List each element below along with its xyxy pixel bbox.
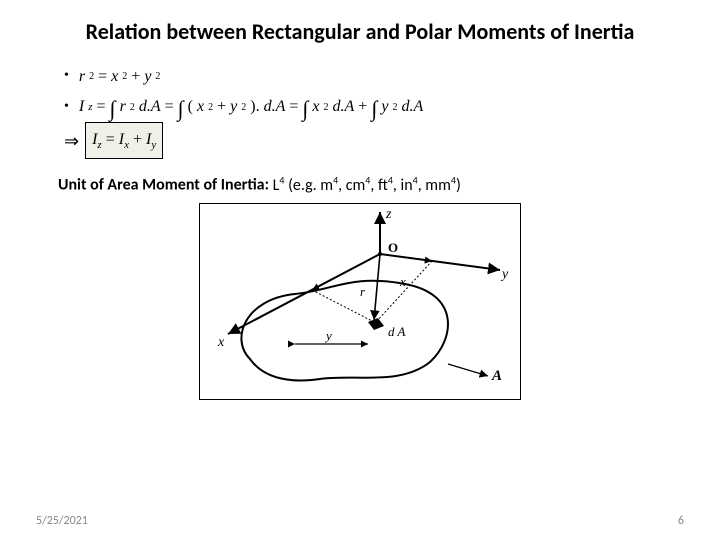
- label-O: O: [388, 240, 398, 255]
- label-y: y: [324, 328, 332, 343]
- eq-sign: =: [106, 131, 115, 148]
- unit-sup: 4: [279, 173, 284, 186]
- unit-close: ): [456, 176, 461, 195]
- sup-2: 2: [241, 98, 246, 117]
- x-component: [312, 254, 380, 290]
- equation-3: ⇒ Iz = Ix + Iy: [64, 122, 684, 159]
- var-y: y: [144, 62, 151, 92]
- paren: ).: [250, 92, 259, 122]
- sup-2: 2: [155, 67, 160, 86]
- sub-y: y: [151, 139, 156, 151]
- r-vector: [374, 254, 380, 320]
- area-blob: [241, 280, 448, 380]
- equations-block: • r2 = x2 + y2 • Iz = ∫ r2 d.A = ∫ ( x2 …: [64, 62, 684, 160]
- unit-line: Unit of Area Moment of Inertia: L4 (e.g.…: [58, 173, 684, 194]
- d-dot-A: d.A: [333, 92, 355, 122]
- boxed-result: Iz = Ix + Iy: [85, 122, 163, 159]
- y-drop: [376, 261, 432, 322]
- plus-sign: +: [133, 131, 142, 148]
- var-x: x: [197, 92, 204, 122]
- sup-2: 2: [122, 67, 127, 86]
- implies-icon: ⇒: [64, 124, 79, 158]
- eq-sign: =: [289, 92, 298, 122]
- equation-1: • r2 = x2 + y2: [64, 62, 684, 92]
- slide: Relation between Rectangular and Polar M…: [0, 0, 720, 540]
- var-I: I: [79, 92, 84, 122]
- var-y: y: [381, 92, 388, 122]
- unit-cm: cm: [346, 176, 366, 195]
- bullet-icon: •: [64, 63, 69, 90]
- var-y: y: [230, 92, 237, 122]
- label-z: z: [385, 207, 392, 222]
- label-y-axis: y: [500, 267, 509, 282]
- footer-date: 5/25/2021: [36, 514, 88, 528]
- plus-sign: +: [217, 92, 226, 122]
- sup-2: 2: [89, 67, 94, 86]
- var-r: r: [120, 92, 126, 122]
- label-A: A: [491, 368, 502, 384]
- sup-2: 2: [208, 98, 213, 117]
- equation-2: • Iz = ∫ r2 d.A = ∫ ( x2 + y2 ). d.A = ∫…: [64, 92, 684, 122]
- label-x-axis: x: [217, 335, 225, 350]
- comma: ,: [370, 176, 378, 195]
- eq-sign: =: [165, 92, 174, 122]
- plus-sign: +: [358, 92, 367, 122]
- eq-sign: =: [98, 62, 107, 92]
- sub-z: z: [88, 97, 92, 118]
- sub-z: z: [97, 139, 101, 151]
- diagram-svg: z O y x r x: [200, 204, 520, 394]
- comma: ,: [393, 176, 401, 195]
- sup-2: 2: [324, 98, 329, 117]
- label-x: x: [399, 274, 406, 289]
- figure-wrapper: z O y x r x: [36, 203, 684, 400]
- comma: ,: [338, 176, 346, 195]
- var-r: r: [79, 62, 85, 92]
- footer-page: 6: [678, 514, 684, 528]
- unit-mm: mm: [425, 176, 451, 195]
- figure-box: z O y x r x: [199, 203, 521, 400]
- label-r: r: [360, 284, 366, 299]
- paren: (: [188, 92, 193, 122]
- sup-2: 2: [130, 98, 135, 117]
- unit-eg-open: (e.g.: [288, 176, 320, 195]
- unit-body: L4 (e.g. m4, cm4, ft4, in4, mm4): [273, 176, 461, 195]
- sup-2: 2: [392, 98, 397, 117]
- d-dot-A: d.A: [264, 92, 286, 122]
- d-dot-A: d.A: [139, 92, 161, 122]
- unit-in: in: [401, 176, 413, 195]
- sub-x: x: [124, 139, 129, 151]
- unit-ft: ft: [378, 176, 388, 195]
- unit-label: Unit of Area Moment of Inertia:: [58, 176, 269, 195]
- var-x: x: [312, 92, 319, 122]
- bullet-icon: •: [64, 94, 69, 121]
- var-x: x: [111, 62, 118, 92]
- y-component: [380, 254, 432, 261]
- label-dA: d A: [388, 324, 406, 339]
- unit-m: m: [320, 176, 333, 195]
- d-dot-A: d.A: [401, 92, 423, 122]
- eq-sign: =: [97, 92, 106, 122]
- plus-sign: +: [131, 62, 140, 92]
- A-leader: [448, 364, 488, 376]
- slide-title: Relation between Rectangular and Polar M…: [36, 18, 684, 46]
